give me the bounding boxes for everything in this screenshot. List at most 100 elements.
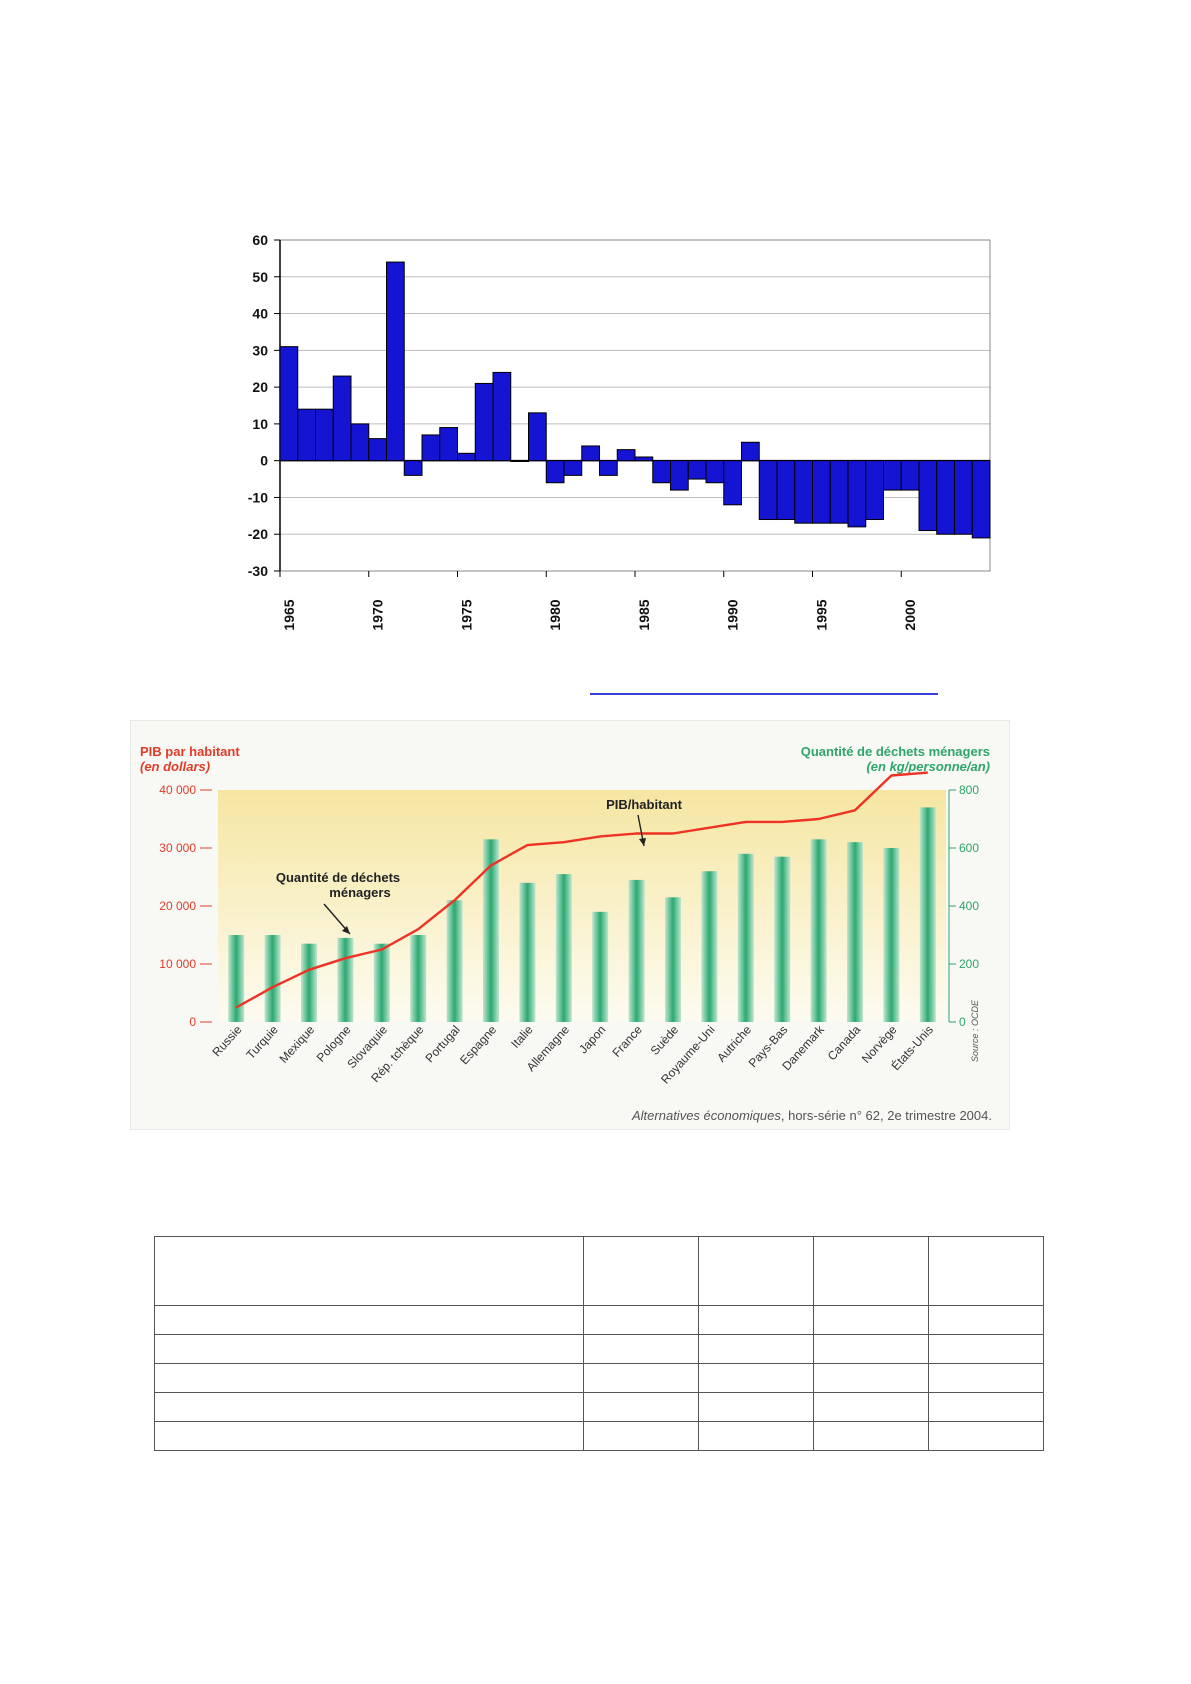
y-tick-label: 10	[252, 416, 268, 432]
table-cell[interactable]	[698, 1305, 814, 1335]
bar	[545, 460, 565, 484]
bar	[350, 423, 370, 462]
bar	[439, 427, 458, 462]
table-cell[interactable]	[698, 1363, 814, 1393]
table-cell[interactable]	[698, 1334, 814, 1364]
annotation-waste: Quantité de déchets ménagers	[276, 870, 400, 935]
right-tick-label: 400	[959, 899, 979, 913]
waste-bar	[883, 848, 900, 1022]
waste-bar	[774, 856, 791, 1022]
bar	[812, 460, 831, 524]
bar	[883, 460, 902, 491]
table-cell[interactable]	[928, 1392, 1044, 1422]
right-tick-label: 0	[959, 1015, 966, 1029]
table-cell[interactable]	[928, 1363, 1044, 1393]
table-cell[interactable]	[928, 1236, 1044, 1306]
table-cell[interactable]	[813, 1363, 929, 1393]
bar	[563, 460, 583, 476]
bar	[510, 460, 529, 462]
bar	[652, 460, 671, 484]
waste-bar	[410, 935, 427, 1022]
waste-bar	[555, 874, 572, 1022]
table-cell[interactable]	[154, 1305, 584, 1335]
table-cell[interactable]	[154, 1334, 584, 1364]
y-tick-label: -30	[248, 563, 268, 579]
citation: Alternatives économiques, hors-série n° …	[631, 1108, 992, 1123]
bar	[971, 460, 991, 539]
bar	[528, 412, 547, 462]
table-cell[interactable]	[154, 1363, 584, 1393]
bar	[936, 460, 955, 535]
x-tick-label: 1965	[281, 599, 297, 630]
bar	[776, 460, 796, 521]
right-tick-labels: 0 200 400 600 800	[948, 783, 979, 1029]
right-tick-label: 200	[959, 957, 979, 971]
table-cell[interactable]	[928, 1421, 1044, 1451]
waste-bar	[373, 943, 390, 1022]
waste-bar	[701, 871, 718, 1022]
left-axis-title: PIB par habitant	[140, 744, 240, 759]
x-tick-label: 1975	[458, 599, 474, 630]
table-cell[interactable]	[583, 1334, 699, 1364]
bar	[794, 460, 813, 524]
left-tick-labels: 0 10 000 20 000 30 000 40 000	[159, 783, 212, 1029]
table-cell[interactable]	[154, 1236, 584, 1306]
bar	[297, 408, 316, 462]
waste-bar	[847, 842, 863, 1022]
bar	[474, 382, 494, 462]
source-note: Source : OCDE	[970, 999, 980, 1062]
bar	[332, 375, 352, 462]
bar	[687, 460, 707, 480]
y-tick-label: 60	[252, 232, 268, 248]
bar	[386, 261, 405, 462]
x-tick-label: 2000	[902, 599, 918, 630]
waste-bar	[519, 882, 536, 1022]
table-cell[interactable]	[154, 1392, 584, 1422]
annotation-gdp-arrowhead	[639, 838, 646, 846]
table-cell[interactable]	[928, 1305, 1044, 1335]
waste-bars	[228, 807, 936, 1022]
bar	[421, 434, 441, 462]
table-cell[interactable]	[698, 1392, 814, 1422]
waste-bar	[483, 839, 499, 1022]
table-cell[interactable]	[154, 1421, 584, 1451]
table-cell[interactable]	[813, 1305, 929, 1335]
waste-bar	[665, 897, 681, 1022]
y-tick-label: -10	[248, 489, 268, 505]
bar	[279, 346, 299, 462]
table-cell[interactable]	[583, 1421, 699, 1451]
table-cell[interactable]	[698, 1236, 814, 1306]
y-tick-label: 50	[252, 269, 268, 285]
empty-table	[154, 1236, 1044, 1451]
y-tick-label: 0	[260, 453, 268, 469]
table-row	[154, 1363, 1044, 1393]
table-cell[interactable]	[813, 1236, 929, 1306]
hyperlink-underline[interactable]	[590, 693, 938, 695]
right-axis-unit: (en kg/personne/an)	[866, 759, 990, 774]
table-cell[interactable]	[928, 1334, 1044, 1364]
x-tick-label: 1980	[547, 599, 563, 630]
left-tick-label: 40 000	[159, 783, 196, 797]
left-tick-label: 0	[189, 1015, 196, 1029]
annotation-waste-line1: Quantité de déchets	[276, 870, 400, 885]
table-cell[interactable]	[698, 1421, 814, 1451]
table-cell[interactable]	[583, 1363, 699, 1393]
table-header-row	[154, 1236, 1044, 1306]
waste-bar	[919, 807, 936, 1022]
bar	[403, 460, 423, 476]
annotation-waste-arrowhead	[342, 926, 350, 934]
right-tick-label: 600	[959, 841, 979, 855]
table-cell[interactable]	[583, 1305, 699, 1335]
table-cell[interactable]	[813, 1392, 929, 1422]
citation-rest: , hors-série n° 62, 2e trimestre 2004.	[781, 1108, 992, 1123]
table-cell[interactable]	[583, 1236, 699, 1306]
bar	[670, 460, 689, 491]
bar	[705, 460, 725, 484]
table-cell[interactable]	[813, 1334, 929, 1364]
bar	[457, 452, 476, 462]
table-cell[interactable]	[813, 1421, 929, 1451]
bar	[829, 460, 849, 524]
table-cell[interactable]	[583, 1392, 699, 1422]
bar	[492, 371, 512, 462]
waste-bar	[592, 911, 609, 1022]
